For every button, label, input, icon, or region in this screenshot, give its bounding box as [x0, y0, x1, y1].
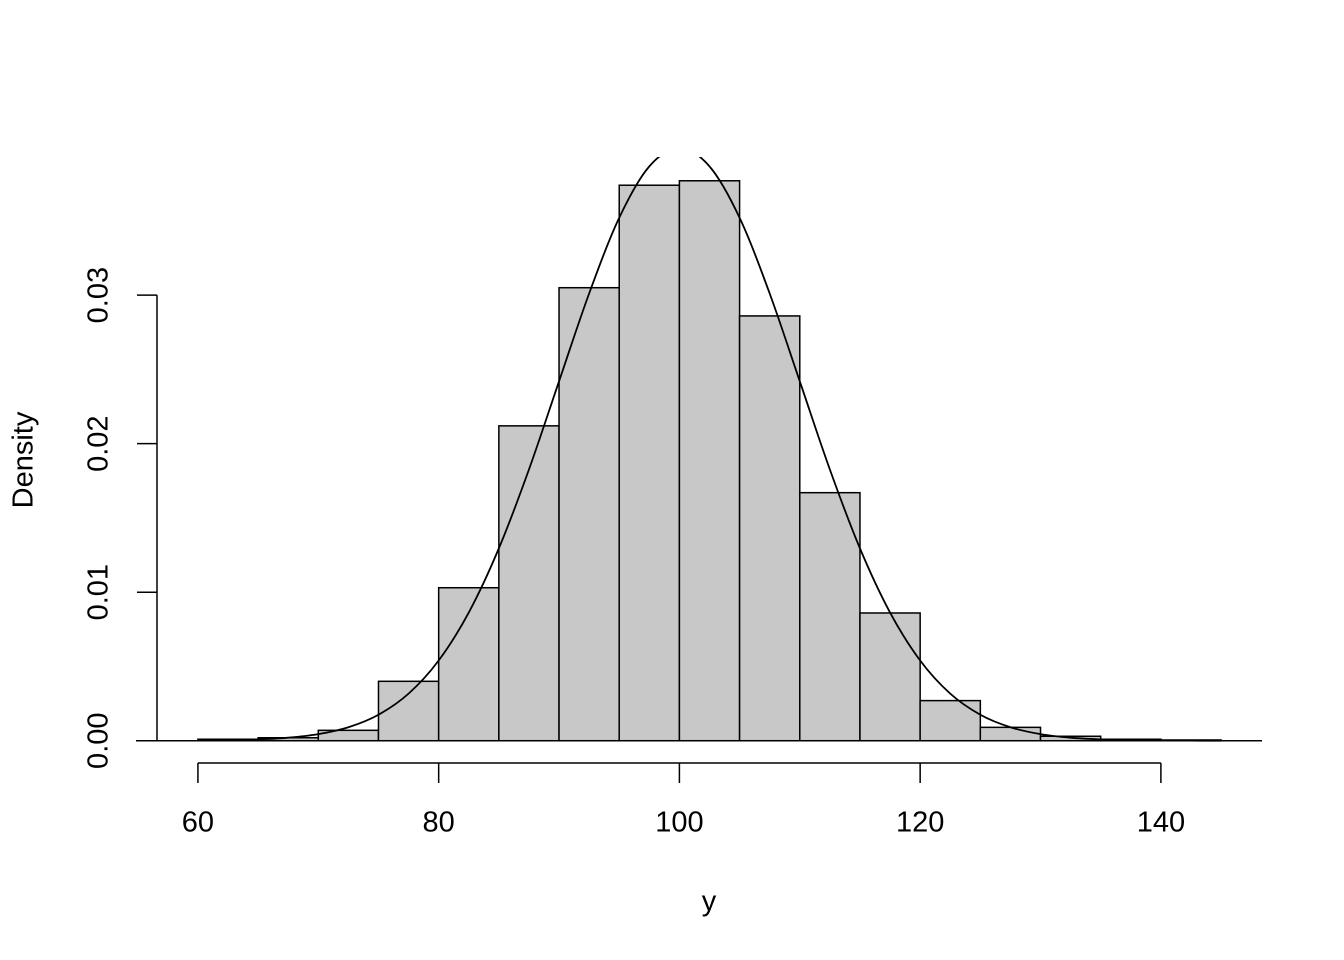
x-axis-label: y: [702, 886, 717, 918]
bar: [979, 726, 1042, 742]
x-tick-label: 140: [1137, 807, 1185, 839]
x-tick-label: 120: [896, 807, 944, 839]
y-tick-label: 0.02: [83, 415, 115, 471]
y-tick-label: 0.00: [83, 712, 115, 768]
bar: [498, 425, 560, 742]
y-tick-label: 0.03: [83, 267, 115, 323]
bar: [859, 612, 921, 742]
x-tick-label: 80: [423, 807, 455, 839]
bar: [738, 315, 801, 742]
x-tick-label: 60: [182, 807, 214, 839]
bar: [678, 180, 741, 742]
bar: [377, 680, 440, 742]
y-tick-label: 0.01: [83, 564, 115, 620]
bar: [799, 491, 861, 742]
x-tick-label: 100: [655, 807, 703, 839]
density-curve: [197, 157, 1222, 742]
bar: [618, 184, 681, 742]
y-axis-label: Density: [8, 411, 40, 508]
bar: [919, 699, 982, 742]
